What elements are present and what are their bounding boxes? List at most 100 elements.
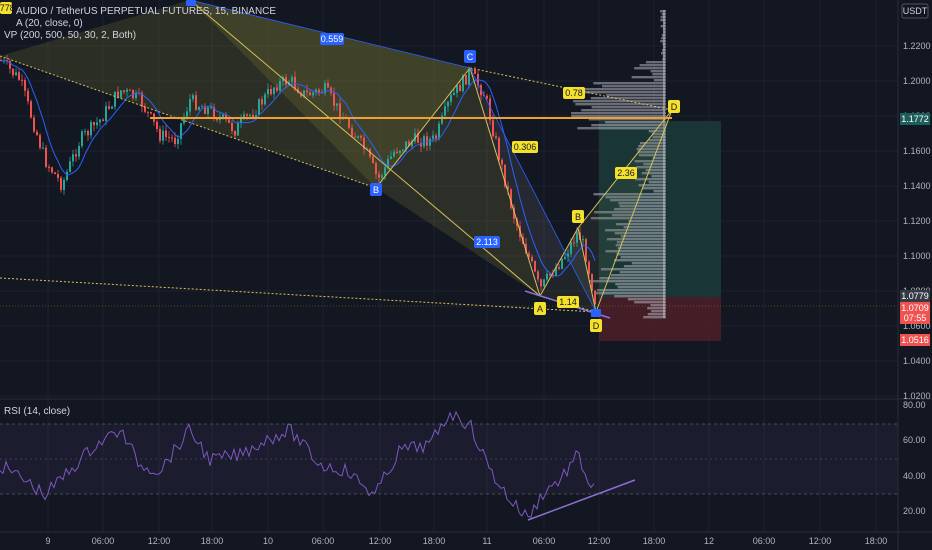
candle-body bbox=[489, 98, 491, 121]
vp-bar bbox=[616, 241, 666, 244]
vp-bar bbox=[631, 76, 666, 79]
ratio-label-236: 2.36 bbox=[617, 168, 635, 178]
blue-line-c-d bbox=[469, 67, 597, 313]
candle-body bbox=[468, 69, 470, 85]
time-tick-label: 06:00 bbox=[533, 536, 556, 546]
candle-body bbox=[588, 261, 590, 275]
price-tick-label: 1.1200 bbox=[903, 216, 931, 226]
candle-body bbox=[351, 127, 353, 137]
candle-body bbox=[474, 69, 476, 74]
divergence-line-rsi bbox=[527, 479, 636, 521]
candle-body bbox=[420, 142, 422, 147]
candle-body bbox=[411, 141, 413, 147]
time-tick-label: 18:00 bbox=[865, 536, 888, 546]
ma-indicator-legend[interactable]: A (20, close, 0) bbox=[16, 18, 83, 29]
candle-body bbox=[135, 92, 137, 99]
candle-body bbox=[63, 179, 65, 190]
vp-bar bbox=[595, 292, 666, 295]
time-axis[interactable]: 9 06:00 12:00 18:00 10 06:00 12:00 18:00 11 06:00… bbox=[45, 536, 887, 546]
rsi-legend[interactable]: RSI (14, close) bbox=[4, 406, 71, 417]
candle-body bbox=[309, 92, 311, 96]
time-tick-label: 06:00 bbox=[753, 536, 776, 546]
candle-body bbox=[225, 114, 227, 120]
line-c-a bbox=[469, 67, 541, 297]
currency-badge[interactable] bbox=[901, 3, 929, 19]
vp-bar bbox=[605, 121, 666, 124]
time-tick-label: 06:00 bbox=[92, 536, 115, 546]
candle-body bbox=[432, 135, 434, 139]
candle-body bbox=[408, 141, 410, 147]
candle-body bbox=[96, 122, 98, 126]
sl-price-tag: 1.0516 bbox=[901, 335, 929, 345]
time-tick-label: 12:00 bbox=[809, 536, 832, 546]
point-labels[interactable]: C B D B A D bbox=[186, 0, 680, 332]
candle-body bbox=[213, 107, 215, 119]
vp-bar bbox=[645, 61, 666, 64]
vp-bar bbox=[642, 187, 666, 190]
candle-body bbox=[354, 136, 356, 138]
price-tick-label: 1.0200 bbox=[903, 391, 931, 401]
rsi-pane[interactable] bbox=[0, 410, 898, 521]
candle-body bbox=[510, 189, 512, 208]
vp-bar bbox=[623, 226, 666, 229]
vp-bar bbox=[634, 301, 666, 304]
candle-body bbox=[447, 101, 449, 107]
vp-bar bbox=[606, 94, 666, 97]
candle-body bbox=[591, 274, 593, 291]
line-a-b bbox=[539, 227, 579, 297]
vp-bar bbox=[648, 139, 666, 142]
point-label-a: A bbox=[537, 304, 543, 314]
vp-bar bbox=[614, 259, 666, 262]
price-tick-label: 1.1000 bbox=[903, 251, 931, 261]
candle-body bbox=[525, 243, 527, 254]
candle-body bbox=[576, 232, 578, 243]
vp-bar bbox=[593, 193, 666, 196]
ratio-label-114: 1.14 bbox=[559, 297, 577, 307]
candle-body bbox=[387, 158, 389, 168]
ratio-labels[interactable]: 0.559 0.78 0.306 2.36 2.113 1.14 .778 bbox=[0, 2, 637, 308]
vp-indicator-legend[interactable]: VP (200, 500, 50, 30, 2, Both) bbox=[4, 30, 137, 41]
symbol-title[interactable]: AUDIO / TetherUS PERPETUAL FUTURES, 15, … bbox=[16, 6, 277, 17]
candle-body bbox=[372, 156, 374, 164]
stop-loss-zone[interactable] bbox=[599, 297, 721, 341]
candle-body bbox=[261, 99, 263, 105]
pattern-fill-left bbox=[0, 0, 470, 188]
candle-body bbox=[123, 90, 125, 92]
candle-body bbox=[360, 135, 362, 138]
ratio-label-078: 0.78 bbox=[565, 88, 583, 98]
candle-body bbox=[105, 106, 107, 122]
candle-body bbox=[249, 114, 251, 116]
candle-body bbox=[471, 69, 473, 71]
vp-bar bbox=[618, 202, 666, 205]
candle-body bbox=[33, 117, 35, 132]
candle-body bbox=[117, 91, 119, 98]
candle-body bbox=[573, 242, 575, 244]
candle-body bbox=[168, 136, 170, 138]
vp-bar bbox=[604, 229, 666, 232]
vp-bar bbox=[639, 142, 666, 145]
ratio-label-0559: 0.559 bbox=[321, 34, 344, 44]
candle-body bbox=[231, 122, 233, 131]
candle-body bbox=[156, 121, 158, 129]
candle-body bbox=[54, 172, 56, 175]
candle-body bbox=[417, 133, 419, 143]
price-axis[interactable]: 1.22001.20001.18001.16001.14001.12001.10… bbox=[903, 41, 931, 401]
rsi-line bbox=[0, 410, 595, 518]
candle-body bbox=[111, 106, 113, 109]
candle-body bbox=[294, 76, 296, 89]
vp-bar bbox=[637, 151, 666, 154]
vp-bar bbox=[605, 250, 666, 253]
vp-bar bbox=[617, 247, 666, 250]
time-tick-label: 18:00 bbox=[643, 536, 666, 546]
candle-body bbox=[60, 177, 62, 190]
candle-body bbox=[177, 138, 179, 145]
vp-bar bbox=[620, 235, 666, 238]
price-tick-label: 1.0600 bbox=[903, 321, 931, 331]
candle-body bbox=[228, 119, 230, 123]
candle-body bbox=[303, 90, 305, 97]
price-tick-label: 1.0400 bbox=[903, 356, 931, 366]
vp-bar bbox=[652, 133, 666, 136]
vp-bar bbox=[571, 112, 666, 115]
candle-body bbox=[375, 163, 377, 175]
